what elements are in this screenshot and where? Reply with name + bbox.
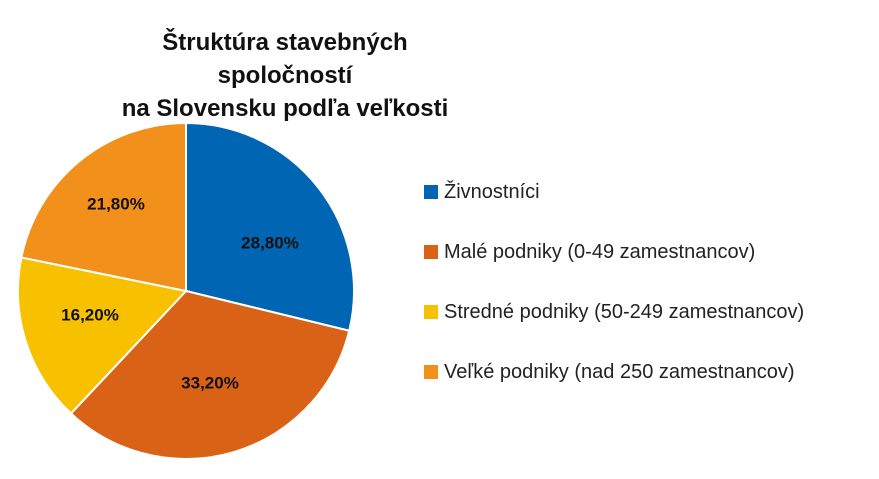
legend: Živnostníci Malé podniky (0-49 zamestnanc… bbox=[424, 162, 804, 402]
pie-slice-4 bbox=[20, 121, 187, 293]
chart-title: Štruktúra stavebných spoločností na Slov… bbox=[95, 26, 475, 125]
slice-value-label-1: 28,80% bbox=[241, 233, 299, 252]
slice-value-label-2: 33,20% bbox=[181, 373, 239, 392]
legend-label: Živnostníci bbox=[444, 180, 540, 203]
pie-slice-2 bbox=[69, 289, 351, 460]
pie-slices bbox=[17, 121, 355, 460]
chart-title-line-2: na Slovensku podľa veľkosti bbox=[121, 95, 449, 122]
pie-slice-3 bbox=[17, 256, 188, 415]
legend-swatch bbox=[424, 305, 438, 319]
legend-swatch bbox=[424, 185, 438, 199]
slice-value-label-4: 21,80% bbox=[87, 194, 145, 213]
pie-labels: 28,80% 33,20% 16,20% 21,80% bbox=[61, 194, 299, 392]
legend-item-1: Živnostníci bbox=[424, 162, 804, 222]
chart-title-line-1: Štruktúra stavebných spoločností bbox=[162, 29, 408, 89]
legend-label: Stredné podniky (50-249 zamestnancov) bbox=[444, 300, 805, 323]
legend-item-2: Malé podniky (0-49 zamestnancov) bbox=[424, 222, 804, 282]
slice-value-label-3: 16,20% bbox=[61, 305, 119, 324]
legend-item-4: Veľké podniky (nad 250 zamestnancov) bbox=[424, 342, 804, 402]
legend-label: Veľké podniky (nad 250 zamestnancov) bbox=[444, 360, 795, 383]
legend-swatch bbox=[424, 365, 438, 379]
pie-slice-1 bbox=[185, 121, 355, 332]
legend-swatch bbox=[424, 245, 438, 259]
legend-label: Malé podniky (0-49 zamestnancov) bbox=[444, 240, 756, 263]
legend-item-3: Stredné podniky (50-249 zamestnancov) bbox=[424, 282, 804, 342]
